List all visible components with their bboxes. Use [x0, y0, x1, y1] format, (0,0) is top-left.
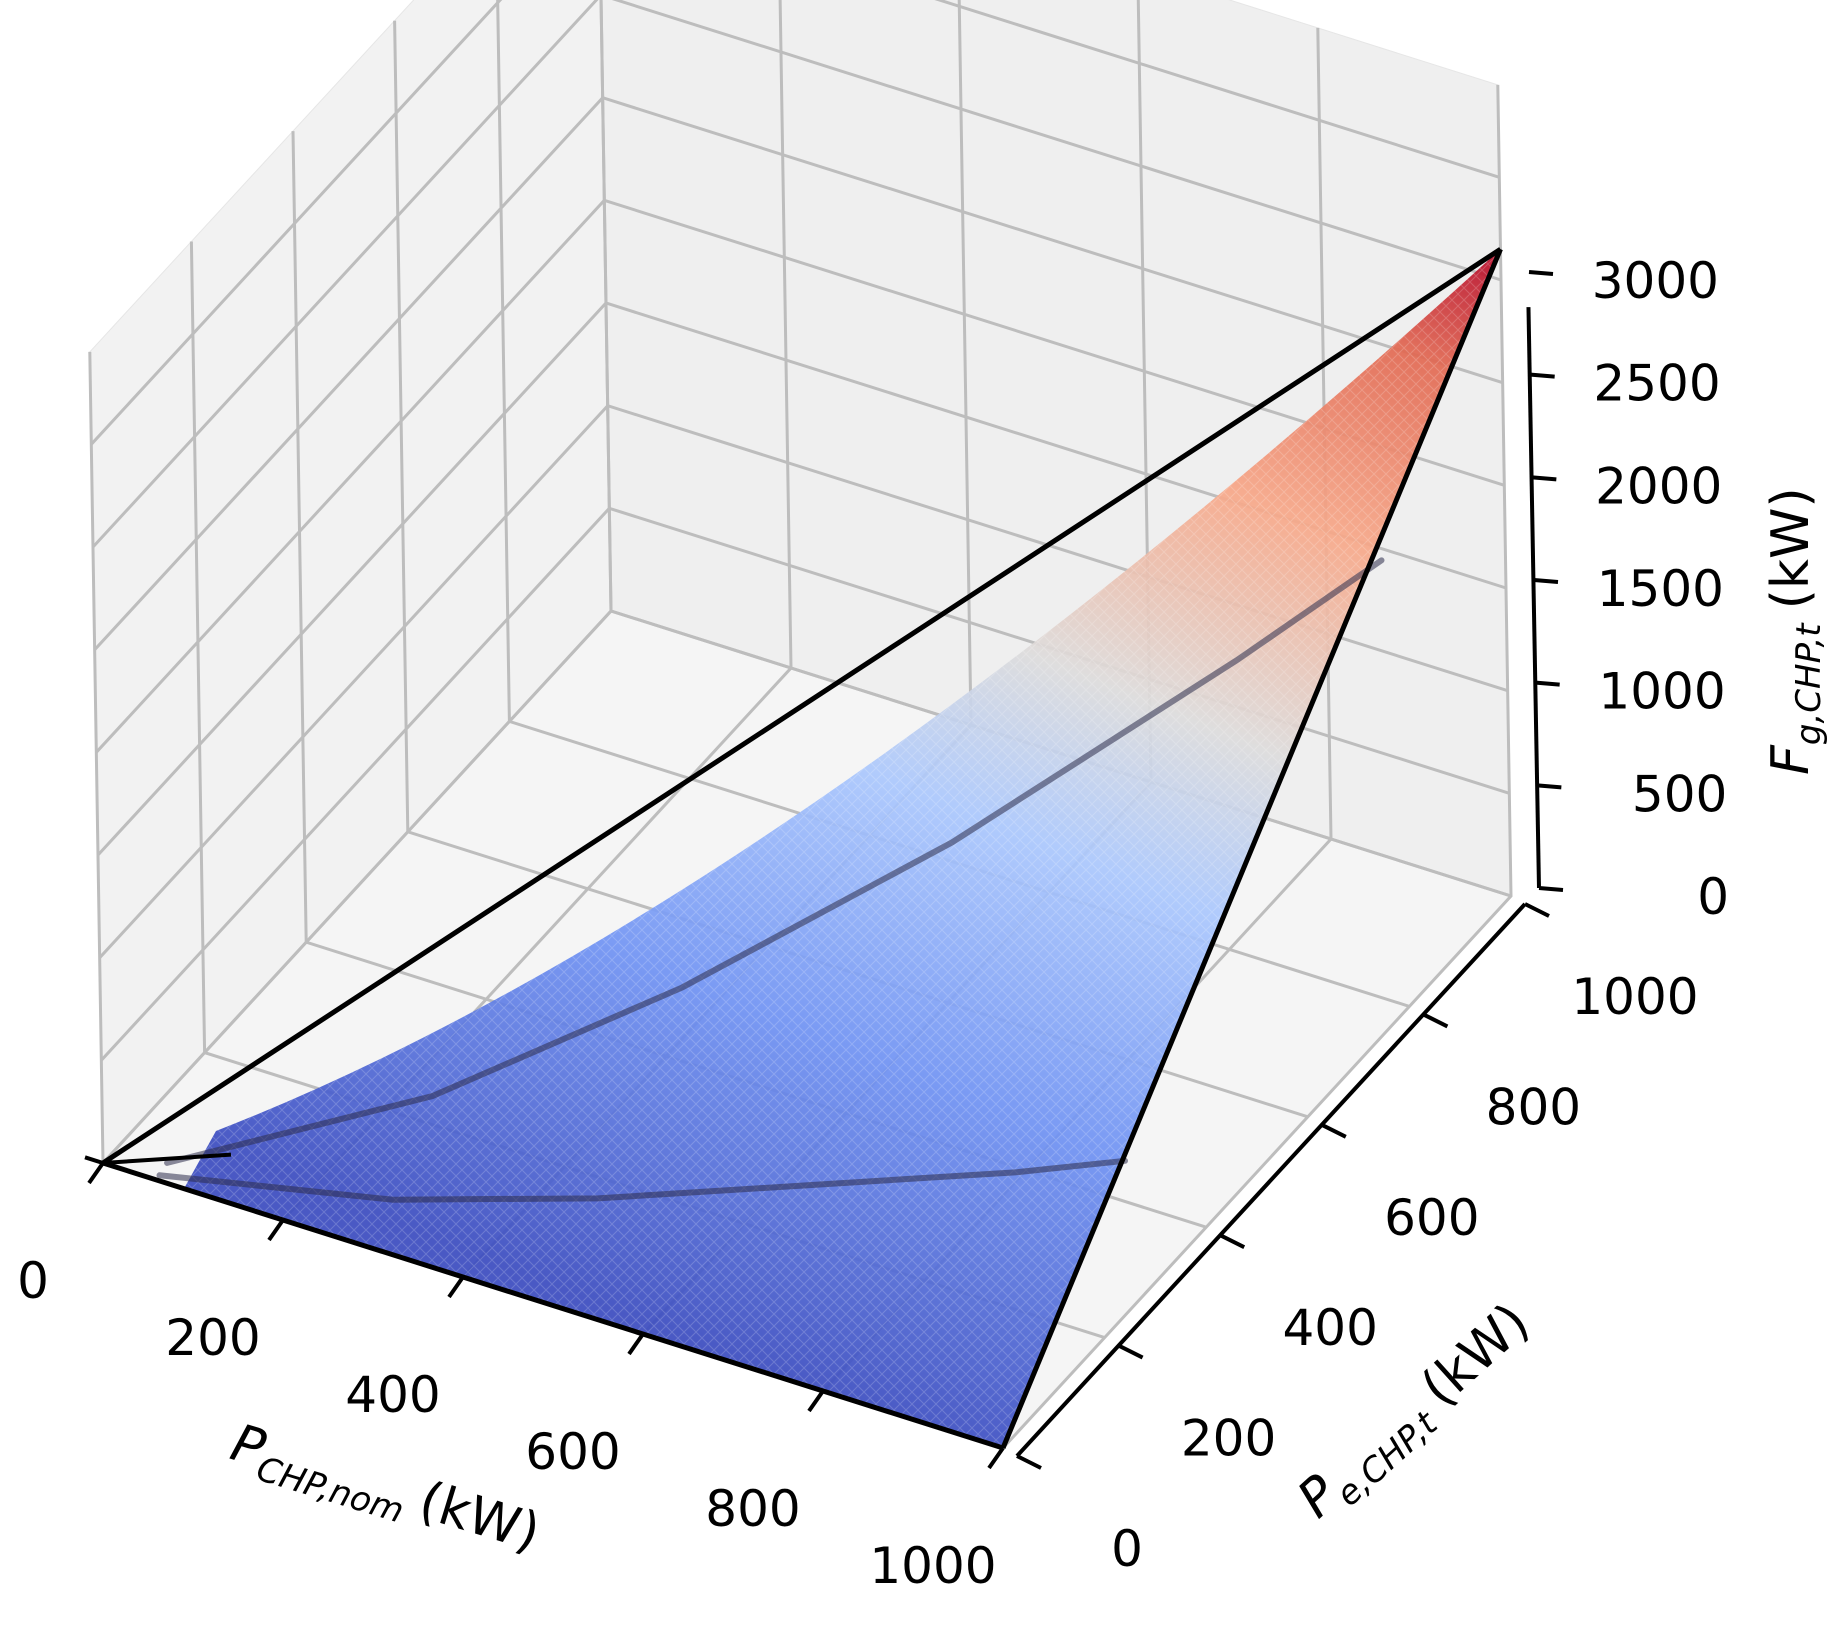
- x-tick-label: 600: [525, 1423, 620, 1481]
- z-axis-line: [1526, 307, 1541, 889]
- x-tick: [627, 1332, 645, 1356]
- x-tick-label: 1000: [869, 1537, 996, 1595]
- surface-mesh: [184, 249, 1501, 1449]
- y-tick-label: 800: [1486, 1078, 1581, 1136]
- y-tick: [1117, 1343, 1144, 1360]
- y-tick-label: 600: [1384, 1189, 1479, 1247]
- y-tick: [1219, 1233, 1246, 1249]
- z-axis-title-unit: (kW): [1761, 487, 1821, 609]
- x-axis-title-unit: (kW): [412, 1471, 546, 1564]
- surface-curve-2: [156, 1157, 1128, 1203]
- z-tick: [1538, 886, 1564, 892]
- z-tick-label: 0: [1697, 868, 1729, 926]
- y-axis-line: [1015, 902, 1527, 1458]
- y-tick: [1320, 1123, 1347, 1139]
- z-tick: [1533, 578, 1559, 584]
- z-tick-label: 2000: [1595, 457, 1722, 515]
- z-axis-title: Fg,CHP,t (kW): [1761, 487, 1829, 775]
- x-axis-line: [84, 1155, 1004, 1450]
- y-tick-label: 0: [1111, 1520, 1143, 1578]
- x-tick-label: 200: [165, 1309, 260, 1367]
- grid-line-z: [90, 0, 1500, 446]
- origin-curve: [102, 1152, 232, 1165]
- y-tick: [1016, 1454, 1042, 1470]
- z-tick-label: 1500: [1597, 560, 1724, 618]
- y-tick: [1422, 1012, 1449, 1029]
- z-tick: [1532, 475, 1557, 482]
- x-tick: [447, 1275, 465, 1299]
- surface-curve-1: [164, 557, 1385, 1166]
- grid-line-z: [91, 0, 1502, 549]
- z-tick: [1530, 372, 1555, 379]
- x-tick: [267, 1218, 285, 1242]
- x-tick-label: 400: [345, 1366, 440, 1424]
- z-tick: [1537, 783, 1562, 790]
- z-tick-label: 1000: [1598, 663, 1725, 721]
- z-tick: [1528, 270, 1554, 276]
- surface-edge-2: [101, 247, 1502, 1166]
- y-tick-label: 1000: [1571, 968, 1698, 1026]
- y-tick: [1524, 902, 1550, 918]
- x-tick-label: 800: [705, 1480, 800, 1538]
- x-axis-title: PCHP,nom(kW): [222, 1413, 547, 1571]
- y-axis-title-unit: (kW): [1410, 1292, 1541, 1418]
- y-tick-label: 400: [1282, 1299, 1377, 1357]
- axis-lines: [84, 307, 1541, 1458]
- z-tick-label: 500: [1632, 765, 1727, 823]
- surface-layer: [101, 247, 1503, 1451]
- z-axis-title-main: F: [1761, 744, 1821, 775]
- z-tick: [1535, 680, 1560, 687]
- z-tick-label: 3000: [1592, 252, 1719, 310]
- z-axis-title-sub: g,CHP,t: [1789, 622, 1829, 745]
- x-tick: [87, 1161, 105, 1185]
- x-tick-label: 0: [17, 1252, 49, 1310]
- surface-edge-3: [1000, 248, 1503, 1449]
- x-axis-title-sub: CHP,nom: [252, 1449, 408, 1532]
- z-tick-label: 2500: [1593, 355, 1720, 413]
- x-tick: [987, 1446, 1005, 1470]
- y-tick-label: 200: [1181, 1410, 1276, 1468]
- x-tick: [807, 1389, 825, 1413]
- y-axis-title-sub: e,CHP,t: [1329, 1403, 1447, 1515]
